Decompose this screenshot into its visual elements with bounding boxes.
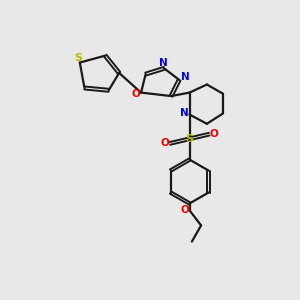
Text: O: O (160, 138, 169, 148)
Text: N: N (181, 72, 189, 82)
Text: N: N (159, 58, 167, 68)
Text: S: S (186, 134, 194, 144)
Text: S: S (75, 53, 83, 63)
Text: O: O (132, 89, 140, 99)
Text: O: O (180, 205, 189, 215)
Text: O: O (210, 129, 219, 139)
Text: N: N (180, 108, 189, 118)
